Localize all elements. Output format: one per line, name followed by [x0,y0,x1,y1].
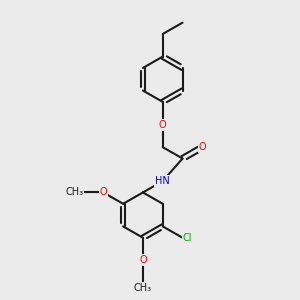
Text: HN: HN [155,176,170,186]
Text: O: O [159,119,166,130]
Text: O: O [199,142,206,152]
Text: O: O [139,255,147,266]
Text: CH₃: CH₃ [65,188,83,197]
Text: CH₃: CH₃ [134,283,152,293]
Text: Cl: Cl [182,233,192,243]
Text: O: O [100,188,107,197]
